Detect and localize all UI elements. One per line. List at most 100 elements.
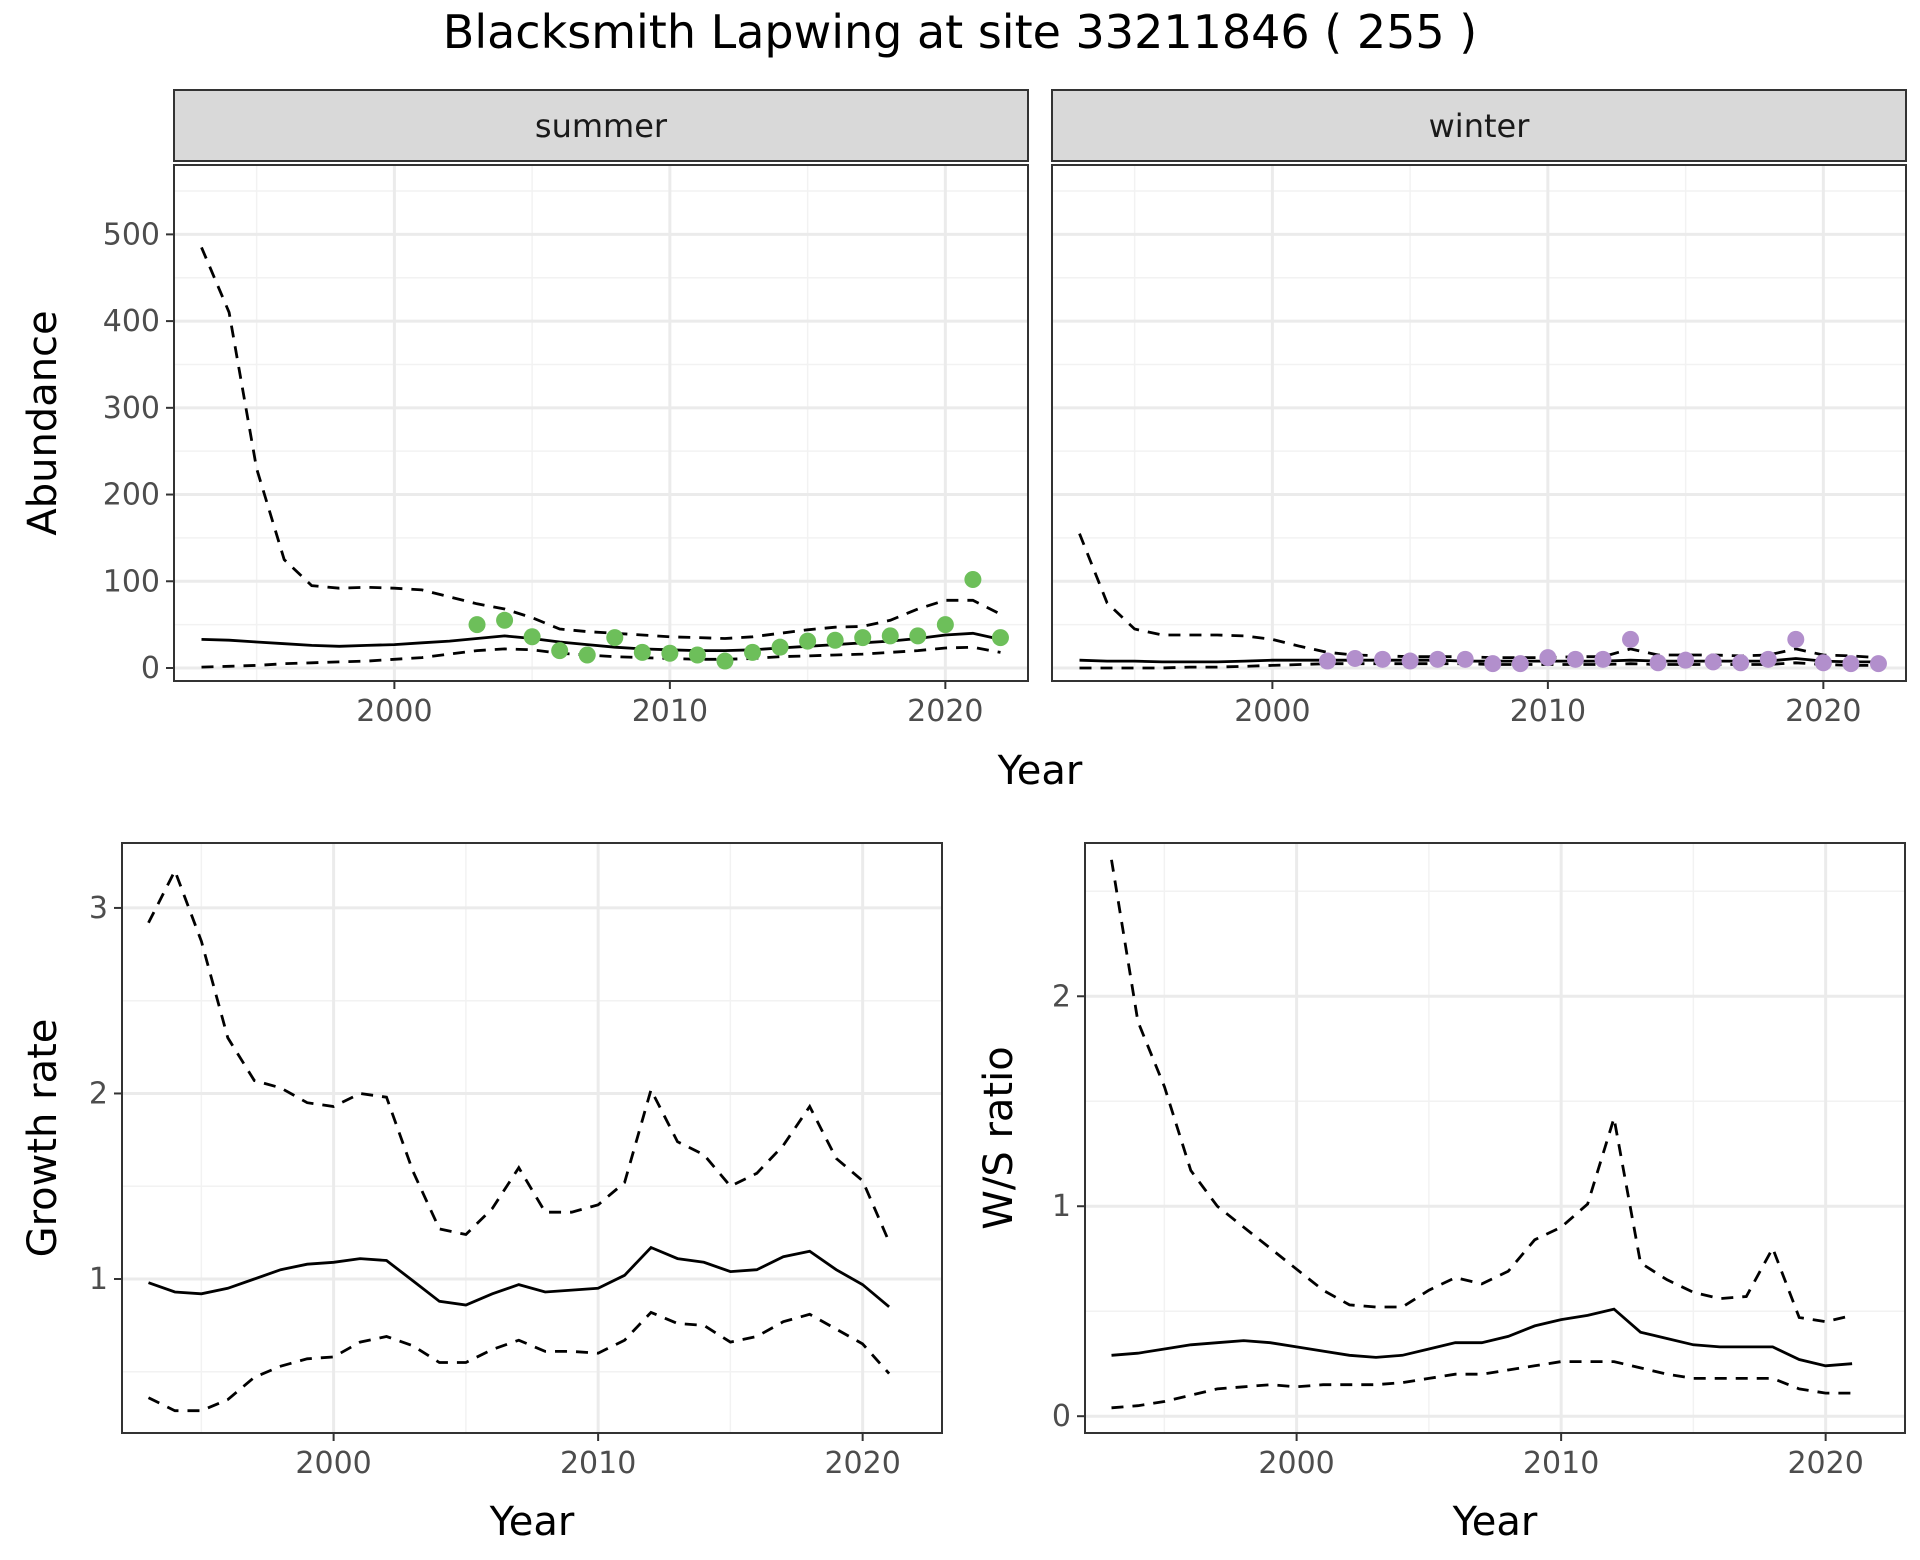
panel-background [1085,843,1905,1433]
y-tick-label: 3 [89,891,108,926]
x-tick-label: 2010 [632,694,708,729]
upper-bound-line [1110,859,1853,1324]
observed-point [1787,630,1805,648]
observed-point [1759,650,1777,668]
observed-point [1869,655,1887,673]
observed-point [1318,652,1336,670]
ws-ratio-panel: 0 1 2 2000 2010 2020 [1052,842,1906,1481]
y-tick-label: 2 [1052,979,1071,1014]
observed-point [606,629,624,647]
x-tick-label: 2020 [824,1446,900,1481]
observed-point [1842,655,1860,673]
panel-border [1051,164,1907,682]
observed-point [661,644,679,662]
y-tick-label: 0 [141,651,160,686]
x-tick-label: 2010 [1510,694,1586,729]
lower-bound-line [147,1310,891,1413]
panel-background [122,843,942,1433]
panel-border [1084,842,1906,1434]
x-tick-label: 2010 [1523,1446,1599,1481]
observed-point [1732,654,1750,672]
observed-point [688,646,706,664]
x-tick-label: 2010 [560,1446,636,1481]
observed-point [1374,650,1392,668]
mean-line [1111,1307,1853,1368]
x-tick-label: 2000 [356,694,432,729]
observed-point [578,646,596,664]
lower-bound-line [201,645,1001,669]
panel-border [173,164,1029,682]
y-tick-label: 400 [103,304,160,339]
observed-point [909,627,927,645]
x-axis-title: Year [997,748,1083,794]
y-tick-label: 100 [103,564,160,599]
observed-point [1677,651,1695,669]
panel-background [1052,165,1906,681]
observed-point [1622,630,1640,648]
panel-border [121,842,943,1434]
y-tick-label: 1 [89,1262,108,1297]
x-tick-label: 2020 [1787,1446,1863,1481]
y-tick-label: 300 [103,391,160,426]
observed-point [1484,655,1502,673]
observed-point [826,631,844,649]
observed-point [799,632,817,650]
abundance-panel-winter: 2000 2010 2020 [1051,164,1907,729]
y-tick-label: 2 [89,1076,108,1111]
observed-point [964,571,982,589]
observed-point [1429,650,1447,668]
observed-point [991,629,1009,647]
observed-point [1594,650,1612,668]
y-tick-label: 200 [103,478,160,513]
observed-point [496,611,514,629]
observed-point [523,628,541,646]
x-axis-title: Year [1452,1499,1538,1545]
mean-line [148,1245,890,1308]
y-axis-title: Abundance [20,310,66,535]
upper-bound-line [200,246,1002,640]
abundance-panel-summer: 0 100 200 300 400 500 2000 2010 2020 [103,164,1029,729]
panels-group: summer 0 100 200 300 400 500 2000 2010 2020 winter… [20,89,1907,1545]
observed-point [1704,653,1722,671]
panel-background [174,165,1028,681]
x-tick-label: 2020 [1785,694,1861,729]
observed-point [633,643,651,661]
upper-bound-line [147,867,891,1243]
facet-strip-winter: winter [1051,89,1907,162]
observed-point [468,616,486,634]
observed-point [1566,650,1584,668]
y-tick-label: 500 [103,217,160,252]
facet-strip-label: summer [535,107,668,145]
observed-point [1401,652,1419,670]
facet-strip-label: winter [1429,107,1531,145]
facet-strip-background [1051,89,1907,162]
upper-bound-line [1078,533,1879,659]
observed-point [881,627,899,645]
x-axis-title: Year [489,1499,575,1545]
y-tick-label: 0 [1052,1399,1071,1434]
x-tick-label: 2020 [907,694,983,729]
y-tick-label: 1 [1052,1189,1071,1224]
observed-point [936,616,954,634]
y-axis-title: W/S ratio [976,1046,1022,1229]
chart-title: Blacksmith Lapwing at site 33211846 ( 25… [443,5,1477,59]
x-tick-label: 2000 [1258,1446,1334,1481]
observed-point [744,643,762,661]
x-tick-label: 2000 [295,1446,371,1481]
x-tick-label: 2000 [1234,694,1310,729]
observed-point [716,652,734,670]
observed-point [1539,649,1557,667]
growth-rate-panel: 1 2 3 2000 2010 2020 [89,842,943,1481]
observed-point [1511,655,1529,673]
observed-point [1456,650,1474,668]
observed-point [551,642,569,660]
observed-point [1346,649,1364,667]
observed-point [771,638,789,656]
observed-point [1814,654,1832,672]
facet-strip-summer: summer [173,89,1029,162]
facet-strip-background [173,89,1029,162]
observed-point [1649,654,1667,672]
observed-point [854,629,872,647]
lower-bound-line [1079,661,1879,670]
